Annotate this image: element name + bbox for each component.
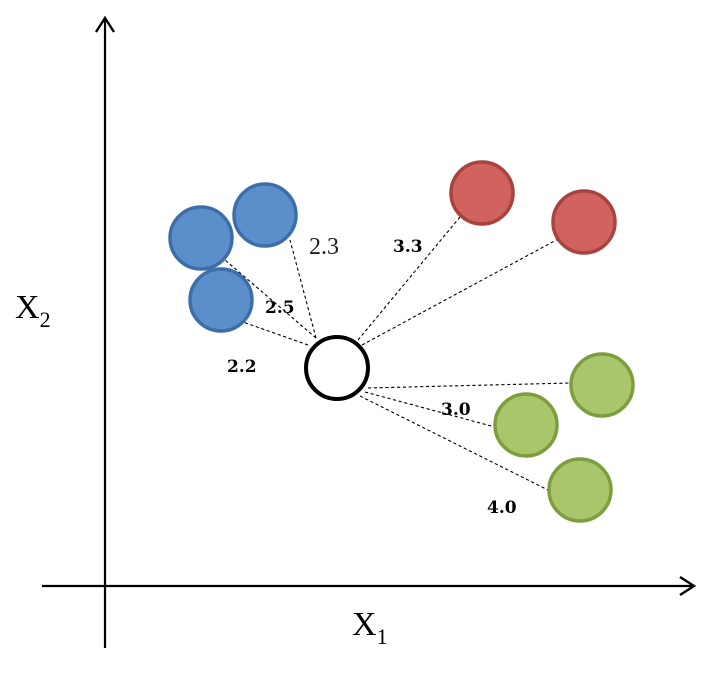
red-point <box>449 160 515 226</box>
distance-line <box>361 237 561 346</box>
distance-line <box>224 259 317 339</box>
blue-class <box>168 182 298 333</box>
red-point <box>551 189 617 255</box>
distance-label: 2.3 <box>309 234 339 260</box>
distance-line <box>359 395 549 491</box>
green-point <box>493 392 559 458</box>
y-axis-arrow <box>94 15 116 33</box>
query-point <box>304 335 370 401</box>
distance-label: 3.3 <box>393 237 423 257</box>
blue-point <box>168 205 234 271</box>
distance-lines <box>224 216 571 491</box>
distance-label: 3.0 <box>441 400 471 420</box>
red-class <box>449 160 617 255</box>
blue-point <box>232 182 298 248</box>
blue-point <box>188 267 254 333</box>
distance-line <box>357 216 461 341</box>
distance-label: 2.5 <box>265 298 295 318</box>
distance-label: 4.0 <box>487 498 517 518</box>
green-point <box>547 457 613 523</box>
green-point <box>569 352 635 418</box>
distance-line <box>364 391 496 428</box>
distance-line <box>367 382 571 389</box>
distance-label: 2.2 <box>227 357 257 377</box>
green-class <box>493 352 635 523</box>
x-axis-label: X1 <box>352 606 388 649</box>
y-axis-label: X2 <box>15 289 51 332</box>
distance-line <box>242 321 309 346</box>
x-axis-arrow <box>679 575 697 597</box>
